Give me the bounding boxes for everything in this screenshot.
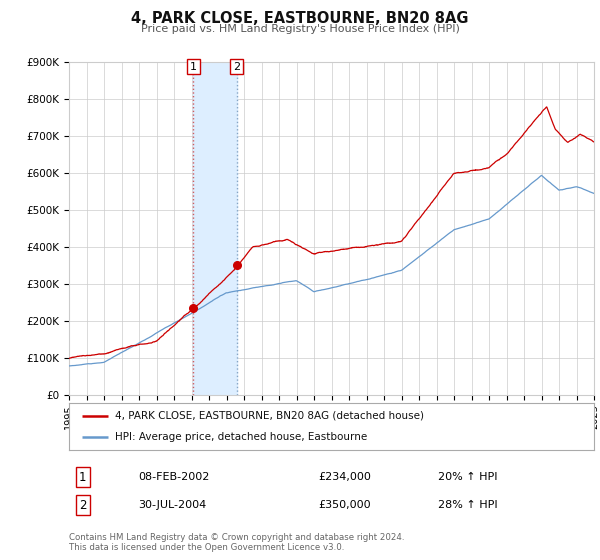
Text: 2: 2	[233, 62, 240, 72]
Text: 30-JUL-2004: 30-JUL-2004	[138, 500, 206, 510]
Text: 1: 1	[79, 470, 86, 484]
Bar	[193, 62, 236, 395]
Text: This data is licensed under the Open Government Licence v3.0.: This data is licensed under the Open Gov…	[69, 543, 344, 552]
Text: Contains HM Land Registry data © Crown copyright and database right 2024.: Contains HM Land Registry data © Crown c…	[69, 533, 404, 542]
Text: Price paid vs. HM Land Registry's House Price Index (HPI): Price paid vs. HM Land Registry's House …	[140, 24, 460, 34]
Text: HPI: Average price, detached house, Eastbourne: HPI: Average price, detached house, East…	[115, 432, 367, 442]
Text: 28% ↑ HPI: 28% ↑ HPI	[438, 500, 497, 510]
Text: 08-FEB-2002: 08-FEB-2002	[138, 472, 209, 482]
Text: £350,000: £350,000	[318, 500, 371, 510]
Text: 1: 1	[190, 62, 197, 72]
Text: 2: 2	[79, 498, 86, 512]
Text: 20% ↑ HPI: 20% ↑ HPI	[438, 472, 497, 482]
Text: 4, PARK CLOSE, EASTBOURNE, BN20 8AG: 4, PARK CLOSE, EASTBOURNE, BN20 8AG	[131, 11, 469, 26]
Text: 4, PARK CLOSE, EASTBOURNE, BN20 8AG (detached house): 4, PARK CLOSE, EASTBOURNE, BN20 8AG (det…	[115, 410, 424, 421]
Text: £234,000: £234,000	[318, 472, 371, 482]
